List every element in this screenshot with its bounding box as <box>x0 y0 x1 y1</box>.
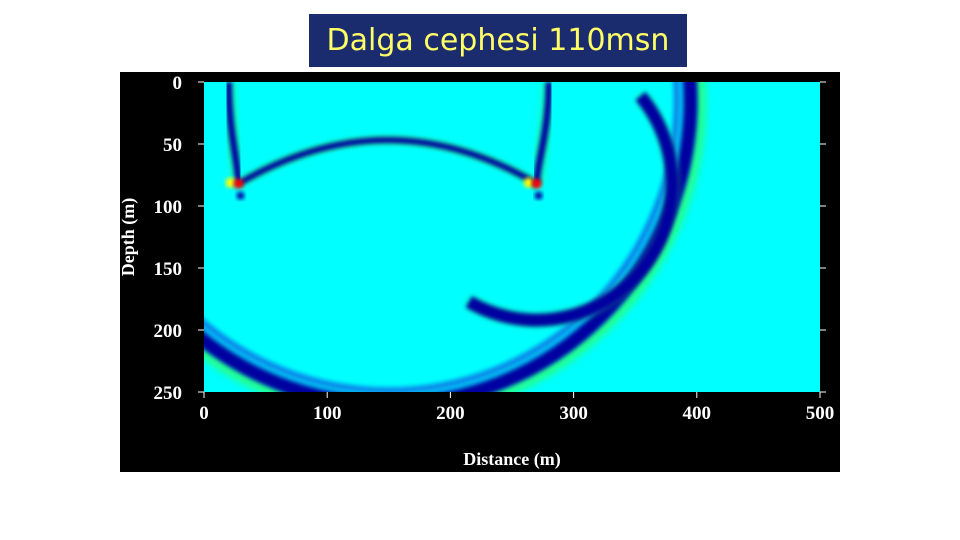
wavefront-secondary-band <box>204 82 680 392</box>
wavefront-main-band <box>533 82 553 184</box>
x-tick-label: 500 <box>806 403 835 424</box>
wavefront-3 <box>236 135 539 188</box>
wavefield-layer <box>204 82 706 392</box>
hotspot-yellow-lobe <box>523 177 534 188</box>
y-axis-label: Depth (m) <box>120 198 139 277</box>
wavefront-main-band <box>465 91 679 327</box>
hotspot-blue-tail <box>534 191 543 200</box>
wavefront-main-band <box>204 82 698 392</box>
x-tick-label: 400 <box>683 403 712 424</box>
x-tick-label: 0 <box>199 403 209 424</box>
y-tick-label: 50 <box>163 135 182 156</box>
axes-layer: 0 100 200 300 400 500 0 50 100 150 200 250 <box>154 73 835 424</box>
y-tick-label: 100 <box>154 197 183 218</box>
wavefront-5 <box>530 82 555 184</box>
hotspot-2 <box>523 177 543 200</box>
wavefront-2 <box>465 91 679 327</box>
wavefront-main-band <box>236 137 539 187</box>
y-tick-label: 150 <box>154 259 183 280</box>
wavefield-plot: 0 100 200 300 400 500 0 50 100 150 200 250 Distance… <box>118 72 840 472</box>
y-tick-label: 250 <box>154 383 183 404</box>
y-tick-label: 200 <box>154 321 183 342</box>
x-tick-label: 100 <box>313 403 342 424</box>
hotspot-yellow-lobe <box>225 177 236 188</box>
slide-title: Dalga cephesi 110msn <box>309 14 687 67</box>
wavefront-1 <box>204 82 706 392</box>
wavefront-main-band <box>225 82 242 184</box>
hotspot-blue-tail <box>236 191 245 200</box>
wavefront-4 <box>222 82 245 184</box>
x-axis-label: Distance (m) <box>463 449 560 470</box>
y-tick-label: 0 <box>173 73 183 94</box>
hotspot-1 <box>225 177 245 200</box>
hotspot-red-core <box>531 178 542 189</box>
wavefront-outer-band <box>204 82 706 392</box>
plot-svg: 0 100 200 300 400 500 0 50 100 150 200 250 Distance… <box>118 72 840 472</box>
plot-field-background <box>204 82 820 392</box>
x-tick-label: 300 <box>559 403 588 424</box>
wavefront-inner-halo <box>204 82 686 392</box>
x-tick-label: 200 <box>436 403 465 424</box>
hotspot-red-core <box>233 178 244 189</box>
